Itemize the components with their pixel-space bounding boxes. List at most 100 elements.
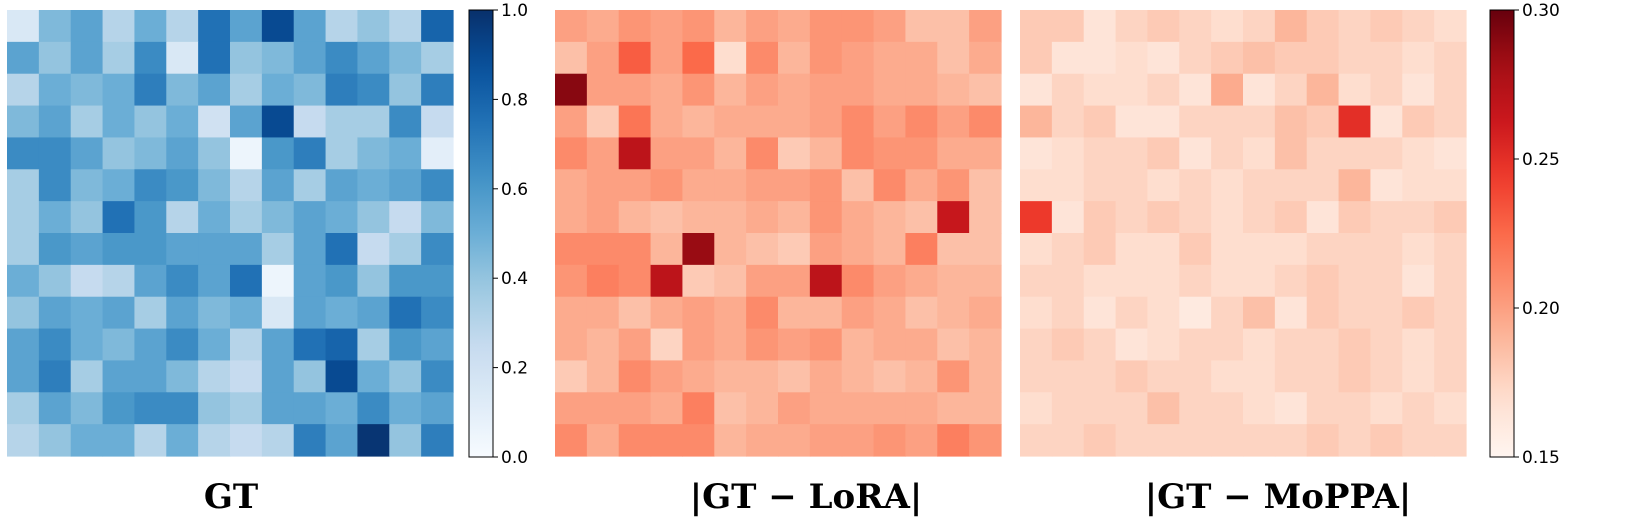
heatmap-cell [1020,328,1053,362]
heatmap-cell [746,169,779,202]
heatmap-cell [1434,73,1467,107]
heatmap-cell [1402,41,1435,75]
colorbar-tick-label: 0.30 [1522,1,1560,21]
heatmap-cell [7,296,40,330]
heatmap-cell [389,360,422,393]
heatmap-cell [389,105,422,139]
heatmap-cell [230,10,263,43]
heatmap-cell [1243,233,1276,266]
heatmap-cell [1402,264,1435,298]
heatmap-cell [905,296,938,330]
heatmap-cell [1051,392,1085,425]
heatmap-cell [555,264,588,298]
heatmap-cell [102,328,136,362]
heatmap-cell [809,328,843,362]
heatmap-cell [1211,328,1244,362]
heatmap-cell [714,169,747,202]
heatmap-cell [1115,137,1149,170]
heatmap-cell [198,424,231,457]
heatmap-cell [1402,233,1435,266]
heatmap-cell [1211,41,1244,75]
heatmap-cell [1370,424,1403,457]
heatmap-cell [586,169,620,202]
heatmap-cell [38,360,72,393]
heatmap-cell [650,296,684,330]
heatmap-cell [937,328,970,362]
heatmap-cell [1338,105,1372,139]
heatmap-cell [166,264,199,298]
heatmap-cell [1402,328,1435,362]
heatmap-cell [293,10,327,43]
heatmap-cell [969,105,1002,139]
heatmap-cell [905,392,938,425]
heatmap-cell [905,169,938,202]
heatmap-cell [1179,201,1212,234]
heatmap-cell [969,424,1002,457]
heatmap-cell [1051,137,1085,170]
heatmap-cell [746,392,779,425]
heatmap-cell [650,264,684,298]
heatmap-cell [1179,360,1212,393]
heatmap-cell [682,10,715,43]
heatmap-cell [1338,360,1372,393]
heatmap-cell [293,233,327,266]
heatmap-cell [1051,73,1085,107]
heatmap-cell [1179,328,1212,362]
heatmap-cell [969,137,1002,170]
heatmap-cell [198,137,231,170]
heatmap-cell [1020,137,1053,170]
heatmap-cell [937,392,970,425]
heatmap-cell [38,296,72,330]
heatmap-cell [293,264,327,298]
heatmap-cell [1274,328,1308,362]
heatmap-cell [1083,105,1117,139]
heatmap-cell [261,105,295,139]
heatmap-cell [7,41,40,75]
heatmap-cell [70,233,104,266]
heatmap-cell [261,328,295,362]
heatmap-cell [809,73,843,107]
heatmap-cell [1147,41,1180,75]
heatmap-cell [261,41,295,75]
heatmap-cell [166,392,199,425]
heatmap-cell [1434,233,1467,266]
heatmap-cell [841,233,875,266]
heatmap-cell [1147,169,1180,202]
heatmap-cell [421,328,454,362]
heatmap-cell [650,41,684,75]
heatmap-cell [261,233,295,266]
heatmap-cell [841,169,875,202]
heatmap-cell [325,392,359,425]
heatmap-cell [937,105,970,139]
heatmap-cell [1115,201,1149,234]
heatmap-cell [1051,105,1085,139]
heatmap-cell [1083,328,1117,362]
heatmap-cell [714,10,747,43]
heatmap-cell [746,10,779,43]
heatmap-cell [1370,10,1403,43]
heatmap-cell [198,233,231,266]
heatmap-cell [809,233,843,266]
heatmap-cell [102,169,136,202]
heatmap-cell [1147,233,1180,266]
heatmap-cell [1179,424,1212,457]
heatmap-cell [325,360,359,393]
heatmap-cell [7,169,40,202]
heatmap-cell [555,10,588,43]
heatmap-cell [70,137,104,170]
heatmap-cell [586,105,620,139]
heatmap-cell [1274,392,1308,425]
heatmap-cell [1147,201,1180,234]
heatmap-cell [7,360,40,393]
heatmap-cell [261,201,295,234]
heatmap-cell [937,41,970,75]
heatmap-cell [1115,10,1149,43]
heatmap-cell [778,169,811,202]
colorbar-gradient [468,9,494,458]
heatmap-cell [1115,169,1149,202]
heatmap-cell [1370,137,1403,170]
heatmap-cell [357,10,390,43]
heatmap-cell [38,41,72,75]
heatmap-cell [7,201,40,234]
